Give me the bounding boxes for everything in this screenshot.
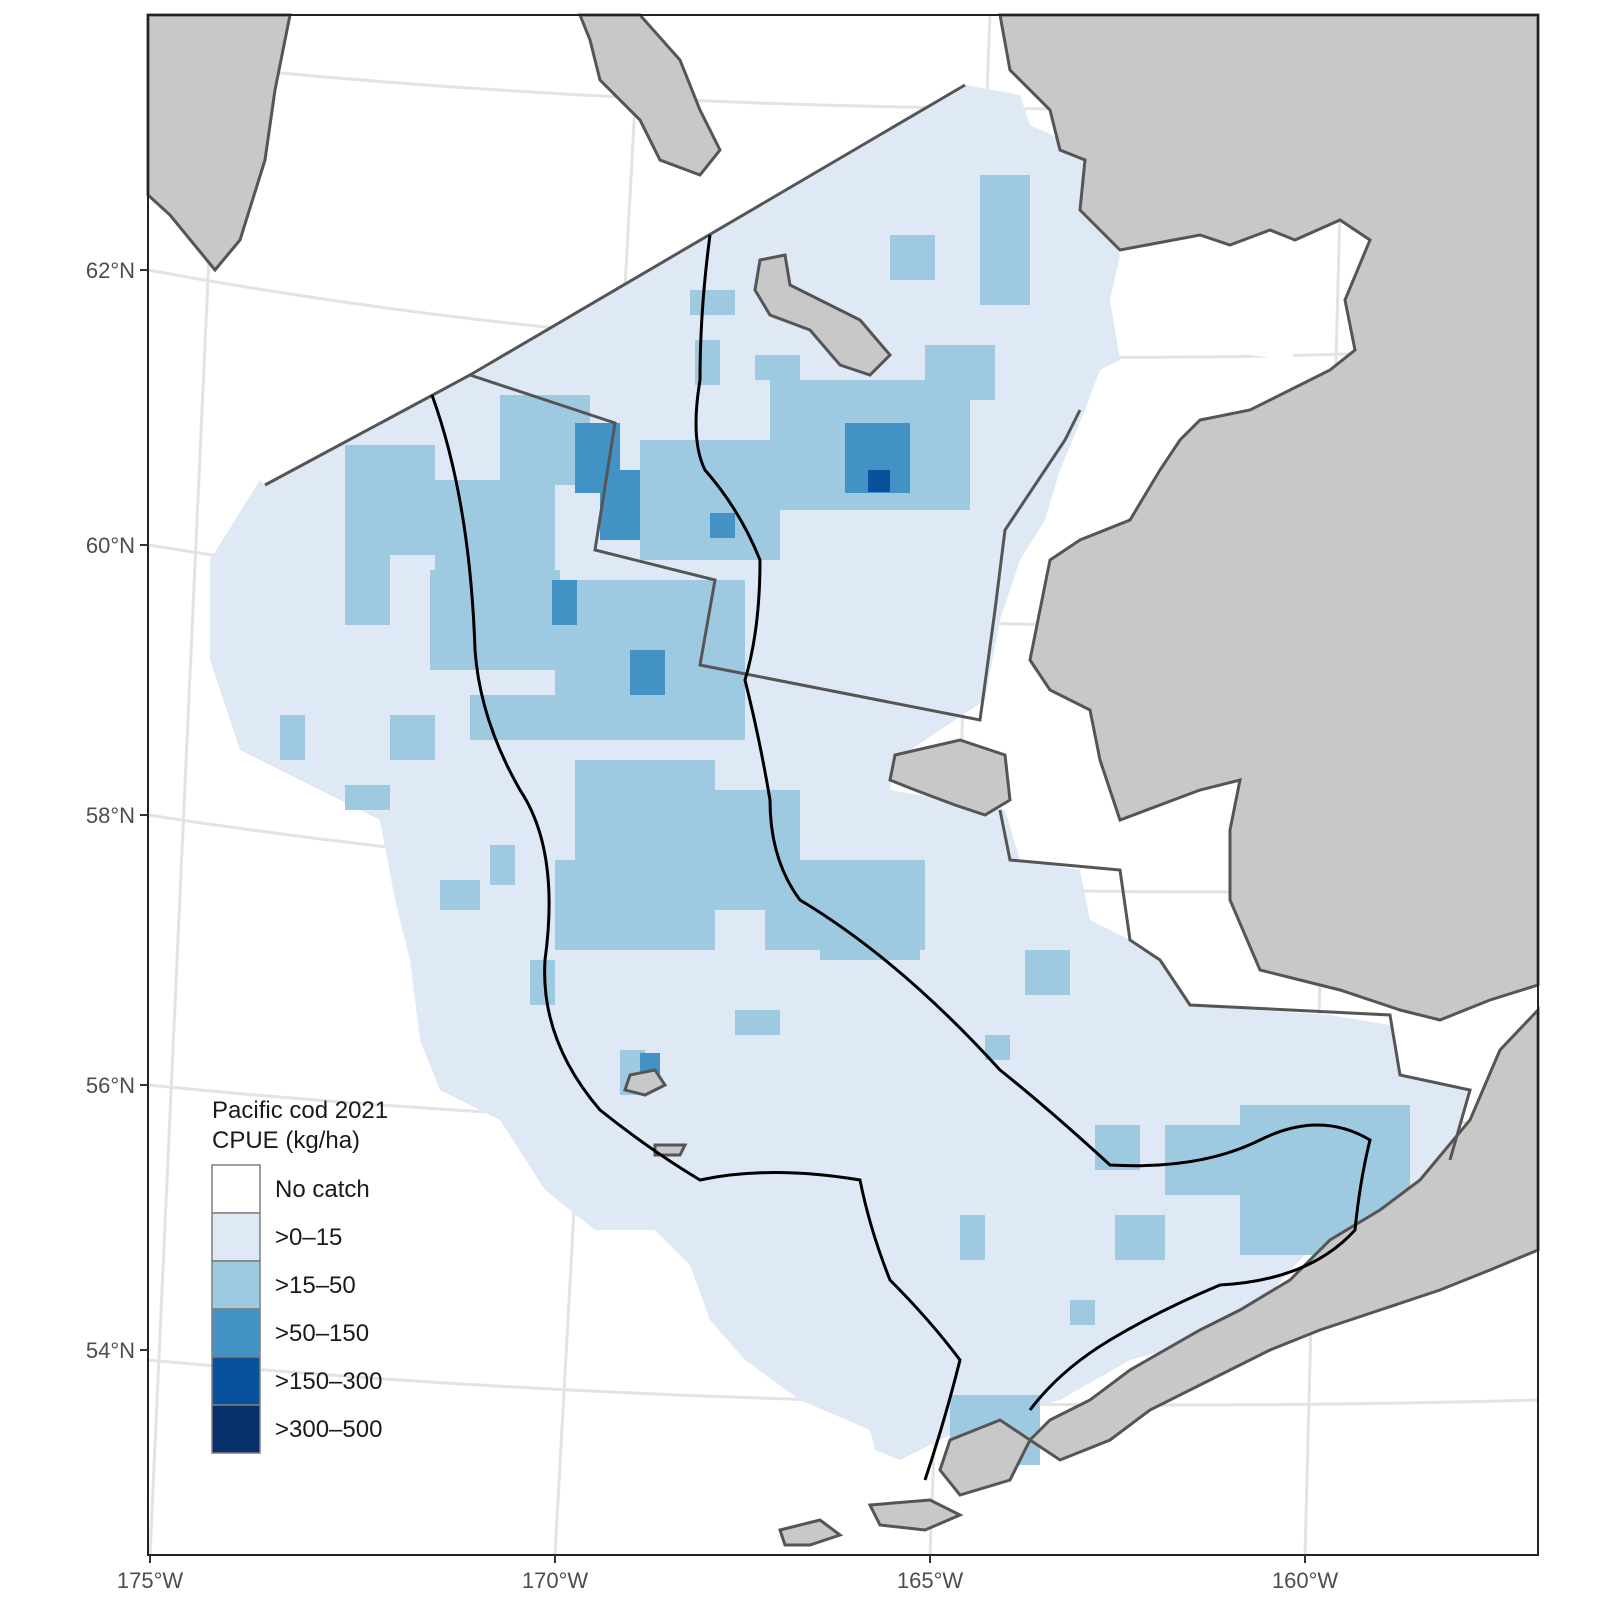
legend-label-0-15: >0–15 (275, 1224, 342, 1251)
legend-title-line2: CPUE (kg/ha) (212, 1127, 360, 1154)
legend-label-150-300: >150–300 (275, 1368, 382, 1395)
y-label-60: 60°N (86, 533, 135, 558)
y-label-54: 54°N (86, 1338, 135, 1363)
y-axis: 62°N 60°N 58°N 56°N 54°N (86, 258, 148, 1363)
x-label-165: 165°W (897, 1568, 964, 1593)
legend-label-300-500: >300–500 (275, 1416, 382, 1443)
legend-label-no-catch: No catch (275, 1176, 370, 1203)
cpue-cell-150-300 (868, 470, 890, 492)
x-axis: 175°W 170°W 165°W 160°W (117, 1555, 1339, 1593)
legend-swatch-0-15 (211, 1212, 261, 1262)
legend-swatch-no-catch (211, 1164, 261, 1214)
stratum-boundaries (264, 83, 1472, 1161)
panel-border (147, 14, 1539, 1556)
legend-swatch-300-500 (211, 1404, 261, 1454)
y-label-62: 62°N (86, 258, 135, 283)
depth-contours (430, 234, 1372, 1481)
land (146, 13, 1540, 1547)
y-label-56: 56°N (86, 1073, 135, 1098)
legend: Pacific cod 2021 CPUE (kg/ha) No catch >… (211, 1097, 388, 1454)
y-label-58: 58°N (86, 803, 135, 828)
x-label-170: 170°W (522, 1568, 589, 1593)
x-label-160: 160°W (1272, 1568, 1339, 1593)
legend-label-50-150: >50–150 (275, 1320, 369, 1347)
x-label-175: 175°W (117, 1568, 184, 1593)
legend-swatch-50-150 (211, 1308, 261, 1358)
legend-swatch-150-300 (211, 1356, 261, 1406)
legend-label-15-50: >15–50 (275, 1272, 356, 1299)
legend-swatch-15-50 (211, 1260, 261, 1310)
legend-title-line1: Pacific cod 2021 (212, 1097, 388, 1124)
